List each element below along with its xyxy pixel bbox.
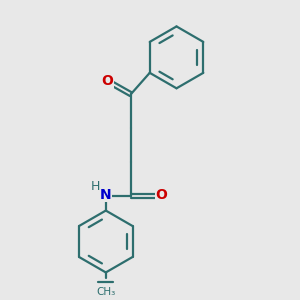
Text: O: O — [101, 74, 113, 88]
Text: O: O — [155, 188, 167, 202]
Text: H: H — [91, 180, 100, 193]
Text: CH₃: CH₃ — [96, 286, 116, 297]
Text: N: N — [100, 188, 112, 202]
